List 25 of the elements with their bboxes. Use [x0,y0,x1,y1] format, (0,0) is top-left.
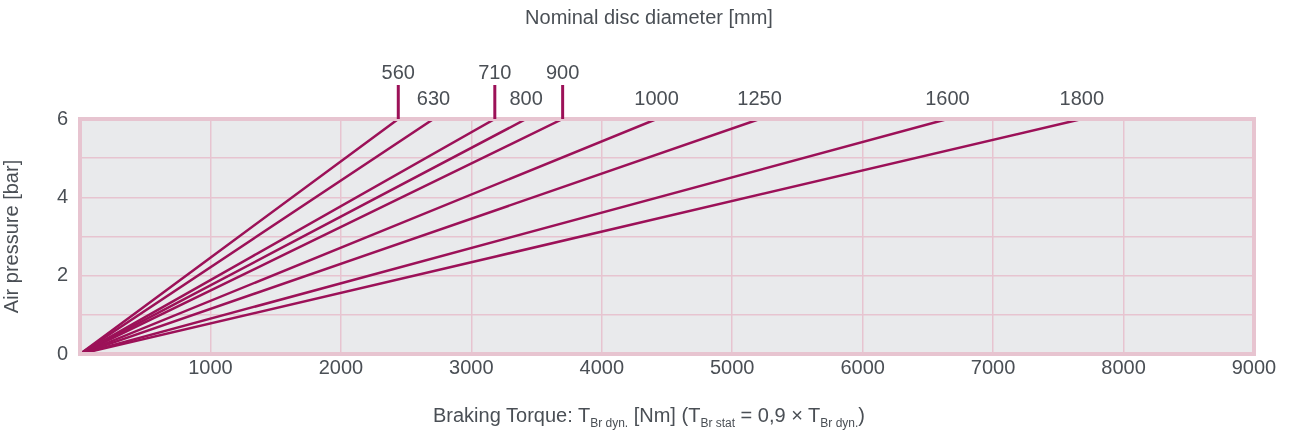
x-tick-label: 8000 [1101,355,1146,378]
x-tick-label: 4000 [579,355,625,378]
series-label: 630 [416,87,451,109]
series-label: 1250 [737,87,782,109]
series-label: 800 [509,87,543,109]
x-tick-label: 7000 [970,355,1016,378]
y-tick-label: 0 [56,341,68,364]
legend-title: Nominal disc diameter [mm] [524,6,774,29]
x-tick-label: 3000 [449,355,494,378]
y-tick-label: 6 [56,106,68,129]
series-label: 900 [545,61,580,83]
series-label: 1800 [1059,87,1105,109]
series-label: 710 [478,61,512,83]
y-axis-title: Air pressure [bar] [0,159,22,314]
x-axis-title: Braking Torque: T$_{Br dyn.}$ [Nm] (T$_{Br stat}$ = 0,9 × T$_{Br dyn.}$) [432,404,866,430]
x-tick-label: 2000 [318,355,364,378]
series-label: 560 [381,61,415,83]
series-label: 1000 [634,87,679,109]
y-tick-label: 4 [56,184,68,207]
series-label: 1600 [925,87,970,109]
y-tick-label: 2 [56,263,68,286]
x-tick-label: 5000 [709,355,755,378]
x-tick-label: 1000 [188,355,233,378]
x-tick-label: 9000 [1231,355,1277,378]
x-tick-label: 6000 [840,355,885,378]
